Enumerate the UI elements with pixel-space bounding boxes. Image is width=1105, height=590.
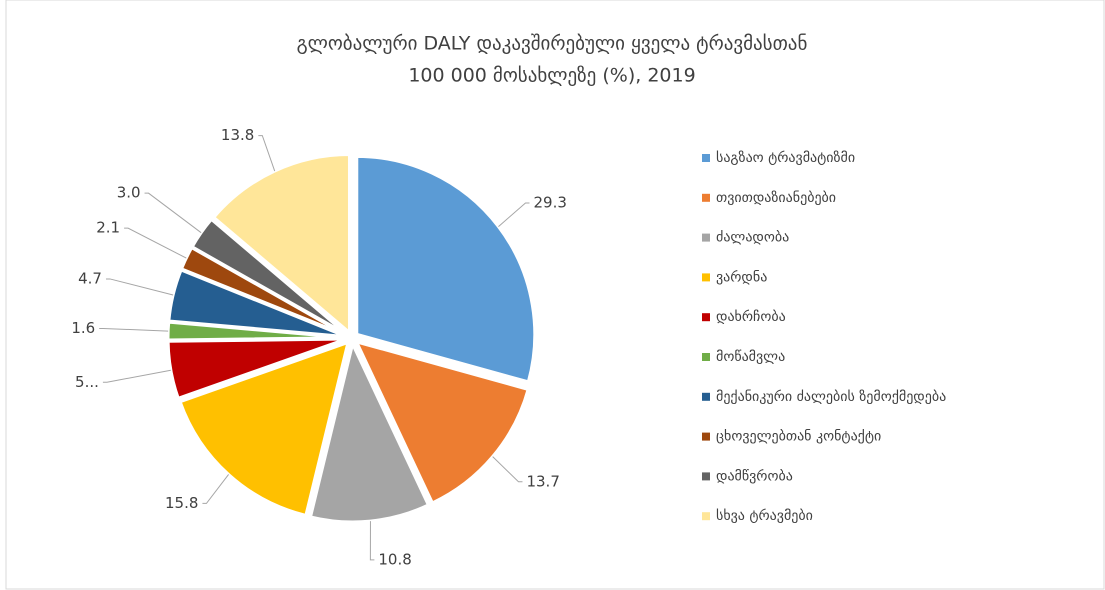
data-label: 4.7 [78,269,102,287]
legend-swatch [702,233,710,242]
pie-slice [308,339,431,524]
legend-swatch [702,472,710,481]
leader-line [99,327,169,332]
leader-line [498,202,530,227]
data-label: 15.8 [165,494,198,512]
legend-swatch [702,392,710,401]
data-label: 29.3 [533,193,566,211]
legend-swatch [702,273,710,282]
data-label: 10.8 [378,550,411,568]
data-label: 3.0 [117,184,141,202]
leader-line [202,474,229,504]
data-label: 13.8 [221,126,254,144]
legend-label: დახრჩობა [716,308,786,325]
leader-line [258,135,276,172]
data-label: 2.1 [96,219,120,237]
legend-swatch [702,432,710,441]
legend-label: ცხოველებთან კონტაქტი [716,429,881,445]
legend-label: მოწამვლა [716,349,785,365]
pie-slice [190,217,349,336]
leader-line [124,227,187,259]
pie-slice [178,340,351,518]
chart-subtitle: 100 000 მოსახლეზე (%), 2019 [408,65,695,87]
leader-line [105,278,174,296]
legend-swatch [702,512,710,521]
legend-swatch [702,353,710,361]
leader-line [369,521,375,561]
legend-label: ძალადობა [716,230,789,246]
legend-label: დამწვრობა [716,467,793,484]
leader-line [144,192,202,234]
data-label: 1.6 [71,319,95,337]
legend-label: მექანიკური ძალების ზემოქმედება [716,388,946,405]
legend-label: სხვა ტრავმები [716,507,813,524]
legend-swatch [702,313,710,322]
leader-line [102,369,171,383]
legend-label: ვარდნა [716,268,767,285]
pie-slice [211,153,351,336]
legend-label: თვითდაზიანებები [716,190,836,206]
legend-label: საგზაო ტრავმატიზმი [716,149,855,166]
chart-title: გლობალური DALY დაკავშირებული ყველა ტრავმ… [297,33,808,55]
data-label: 5... [75,373,99,391]
legend-swatch [702,154,710,162]
leader-line [492,456,523,483]
legend-swatch [702,193,710,202]
data-label: 13.7 [526,472,559,490]
